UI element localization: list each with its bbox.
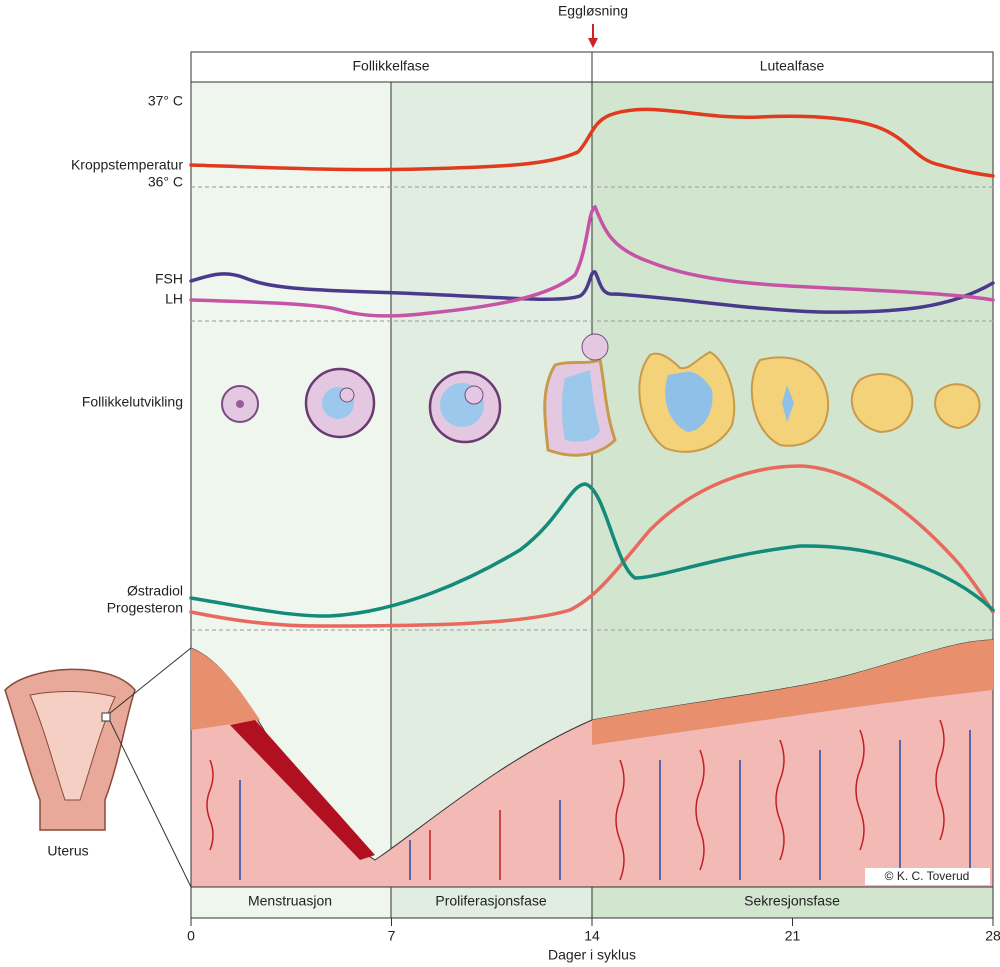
label: Østradiol <box>127 583 183 599</box>
follicles <box>221 333 981 457</box>
ovulation-label: Eggløsning <box>558 3 628 19</box>
lh-curve <box>189 204 995 318</box>
vessels <box>206 719 945 881</box>
label: LH <box>165 291 183 307</box>
label: Uterus <box>47 843 88 859</box>
x-tick-label: 7 <box>388 928 396 944</box>
x-tick-label: 28 <box>985 928 1000 944</box>
fsh-curve <box>189 270 995 314</box>
label: 36° C <box>148 174 183 190</box>
phase-label: Sekresjonsfase <box>744 893 840 909</box>
credit-box <box>865 868 990 885</box>
ovulation-arrow <box>588 38 598 48</box>
phase-band <box>390 886 593 919</box>
x-axis-label: Dager i syklus <box>548 947 636 963</box>
x-tick-label: 21 <box>785 928 801 944</box>
credit: © K. C. Toverud <box>885 869 970 883</box>
menstruation <box>230 720 375 860</box>
phase-label: Lutealfase <box>760 58 825 74</box>
label: FSH <box>155 271 183 287</box>
estradiol-curve <box>189 482 995 618</box>
progesterone-curve <box>189 464 995 628</box>
phase-label: Proliferasjonsfase <box>435 893 546 909</box>
x-tick-label: 0 <box>187 928 195 944</box>
label: Kroppstemperatur <box>71 157 183 173</box>
temperature-curve <box>189 107 995 178</box>
x-tick-label: 14 <box>584 928 600 944</box>
endometrium-surface <box>191 640 993 745</box>
vessels <box>239 730 971 880</box>
label: Follikkelutvikling <box>82 394 183 410</box>
label: 37° C <box>148 93 183 109</box>
label: Progesteron <box>107 600 183 616</box>
phase-band <box>591 886 994 919</box>
uterus-icon <box>4 647 192 888</box>
phase-label: Menstruasjon <box>248 893 332 909</box>
phase-label: Follikkelfase <box>352 58 429 74</box>
